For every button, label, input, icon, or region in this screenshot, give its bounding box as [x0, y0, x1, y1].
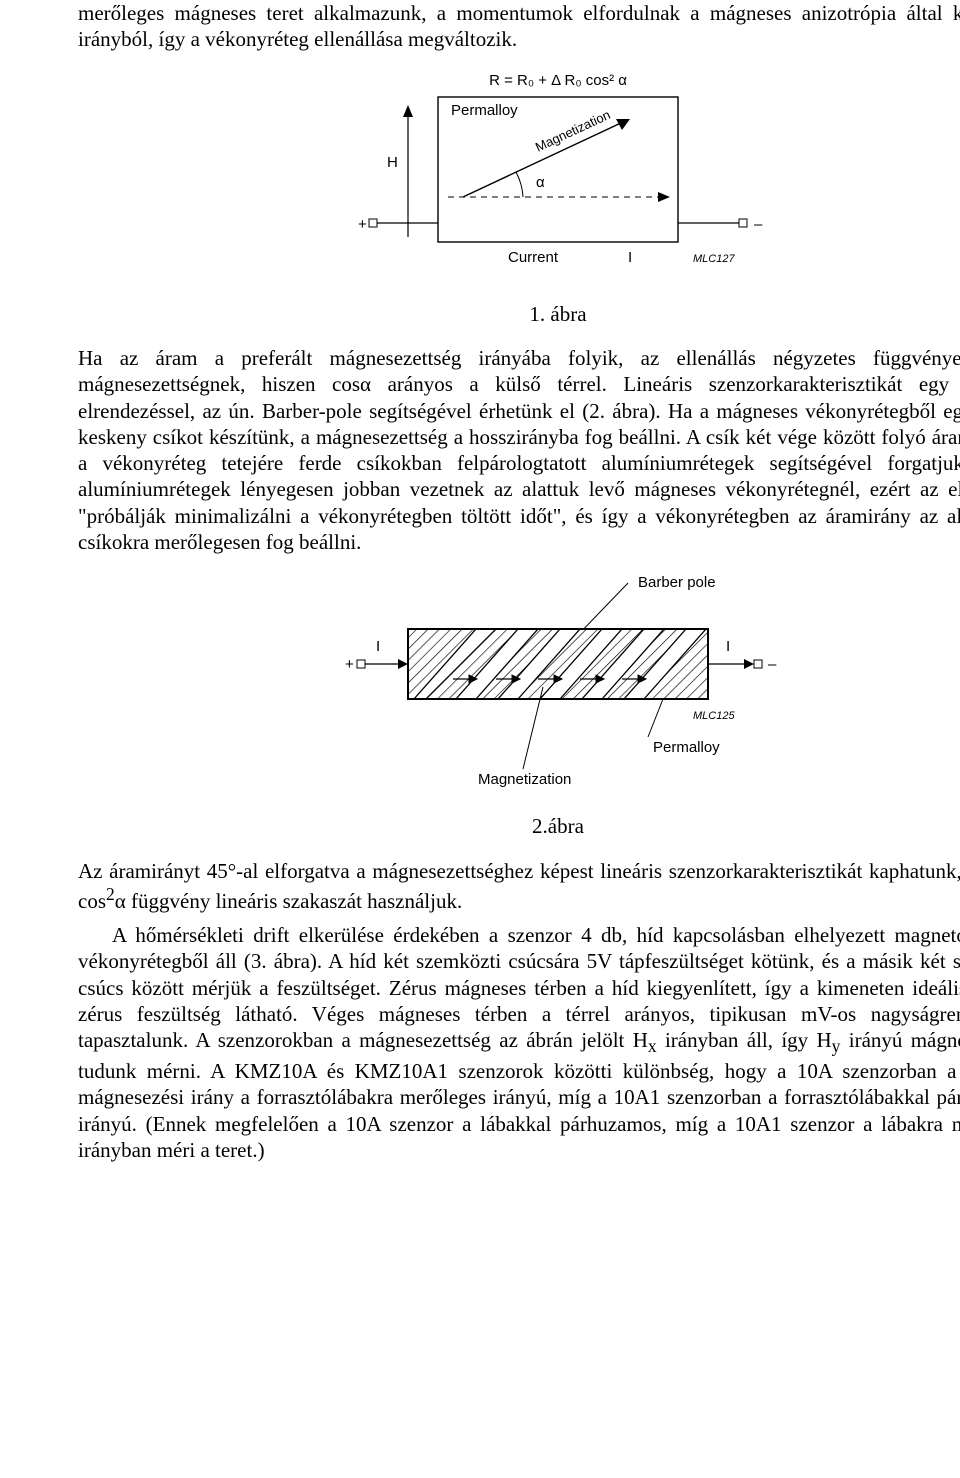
figure2-left-lead-head — [398, 659, 408, 669]
paragraph-3: Az áramirányt 45°-al elforgatva a mágnes… — [78, 858, 960, 915]
figure2-minus-terminal — [754, 660, 762, 668]
figure1-formula: R = R₀ + Δ R₀ cos² α — [489, 72, 627, 89]
figure2-plus-terminal — [357, 660, 365, 668]
figure2-permalloy-leader — [648, 699, 663, 737]
figure1-caption: 1. ábra — [78, 301, 960, 327]
figure1-alpha-arc — [516, 172, 523, 197]
figure1-current-label: Current — [508, 249, 559, 266]
para3-sup: 2 — [106, 884, 115, 904]
figure2-permalloy-label: Permalloy — [653, 739, 720, 756]
figure2-plus-label: + — [345, 656, 354, 673]
figure1-mlc-label: MLC127 — [693, 253, 735, 265]
figure1-axis-head — [658, 192, 670, 202]
figure-2: Barber pole — [78, 569, 960, 805]
figure1-permalloy-label: Permalloy — [451, 102, 518, 119]
figure2-i-right-label: I — [726, 638, 730, 655]
figure2-minus-label: – — [768, 656, 777, 673]
figure1-plus-terminal — [369, 219, 377, 227]
figure1-h-arrow-head — [403, 105, 413, 117]
figure2-caption: 2.ábra — [78, 813, 960, 839]
paragraph-4: A hőmérsékleti drift elkerülése érdekébe… — [78, 922, 960, 1163]
figure2-magnetization-label: Magnetization — [478, 771, 571, 788]
figure1-magnetization-label: Magnetization — [533, 106, 613, 154]
figure1-i-label: I — [628, 249, 632, 266]
para3-post: α függvény lineáris szakaszát használjuk… — [115, 889, 462, 913]
para4-mid: irányban áll, így H — [657, 1028, 832, 1052]
figure1-plus-label: + — [358, 216, 367, 233]
figure2-i-left-label: I — [376, 638, 380, 655]
para4-sub1: x — [648, 1036, 657, 1056]
paragraph-2: Ha az áram a preferált mágnesezettség ir… — [78, 345, 960, 555]
figure1-minus-terminal — [739, 219, 747, 227]
figure2-barber-label: Barber pole — [638, 574, 716, 591]
figure-1: R = R₀ + Δ R₀ cos² α Permalloy H + – Mag… — [78, 67, 960, 293]
figure1-alpha-label: α — [536, 174, 545, 191]
paragraph-1: merőleges mágneses teret alkalmazunk, a … — [78, 0, 960, 53]
figure2-right-lead-head — [744, 659, 754, 669]
figure1-minus-label: – — [754, 216, 763, 233]
figure2-mlc-label: MLC125 — [693, 710, 735, 722]
figure1-h-label: H — [387, 154, 398, 171]
